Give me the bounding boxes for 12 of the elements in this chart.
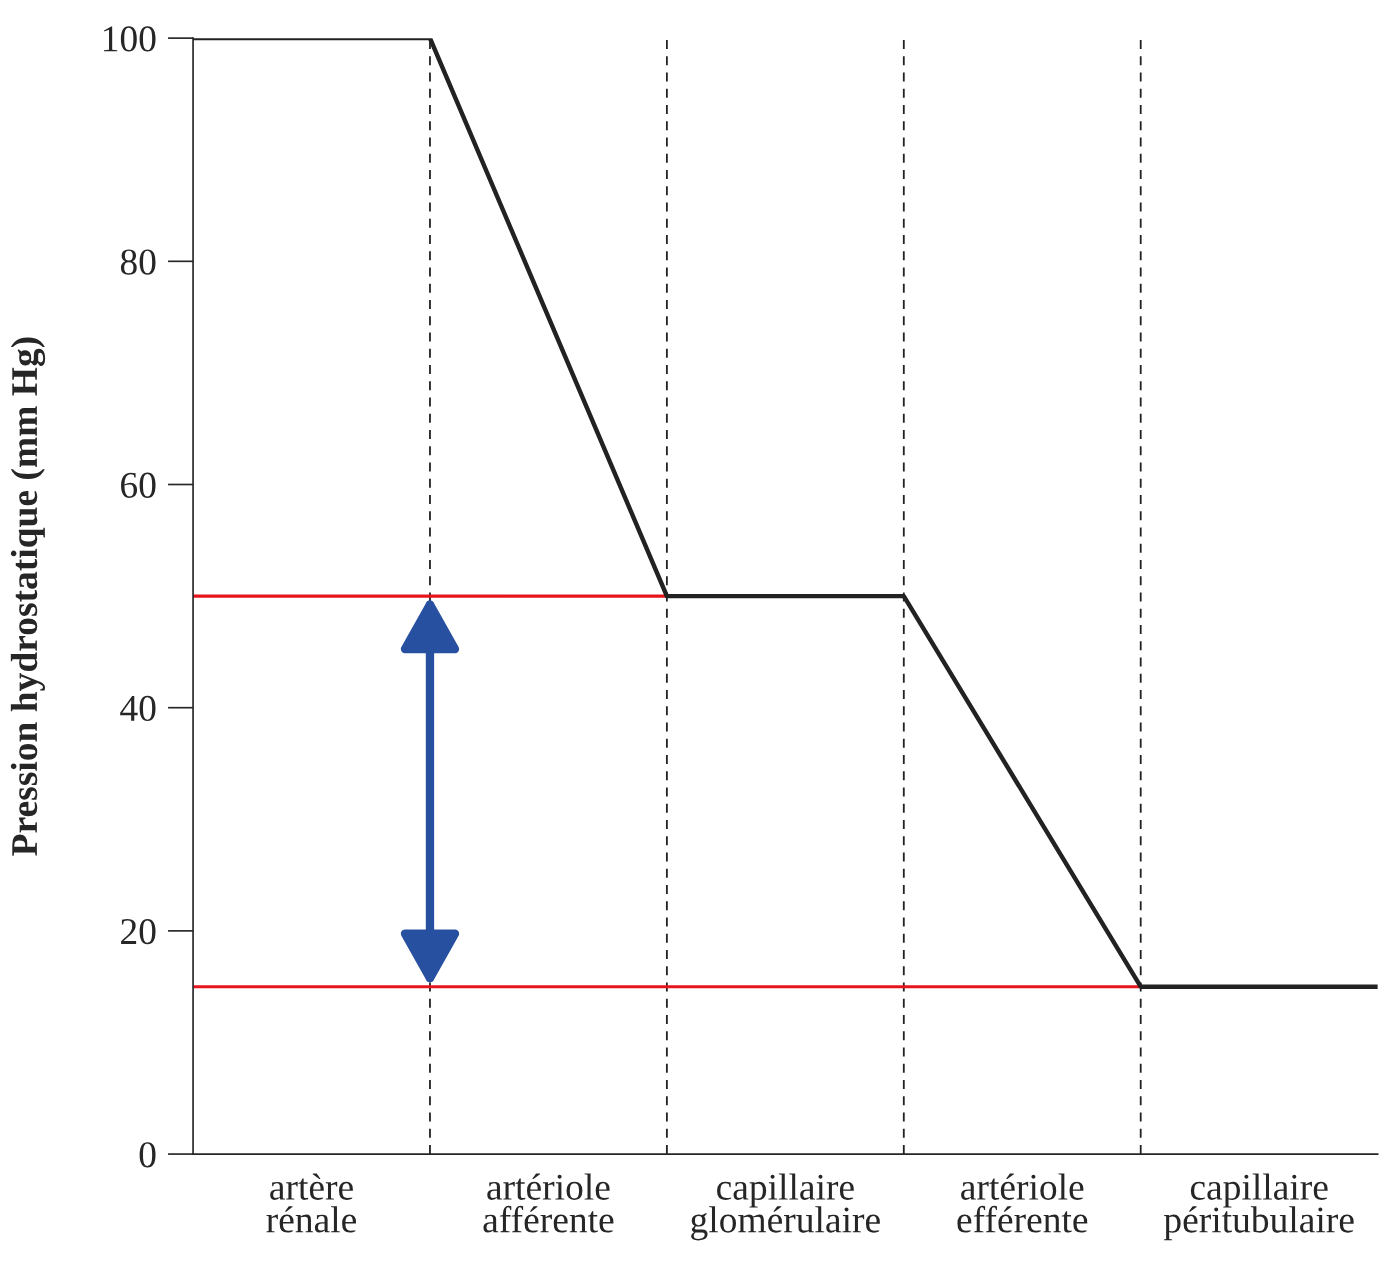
x-tick-label: capillaire péritubulaire [1163,1173,1354,1241]
y-axis-title: Pression hydrostatique (mm Hg) [10,337,46,856]
y-tick-label: 100 [104,26,156,52]
y-tick-label: 0 [139,1142,156,1168]
y-tick-label: 20 [121,918,156,945]
x-tick-label: artère rénale [266,1173,357,1233]
y-tick-label: 40 [120,695,156,722]
x-tick-label: artériole afférente [483,1173,614,1233]
y-tick-label: 80 [120,249,156,275]
x-tick-label: artériole efférente [957,1173,1088,1233]
x-tick-label: capillaire glomérulaire [691,1173,880,1241]
y-tick-label: 60 [121,472,156,498]
